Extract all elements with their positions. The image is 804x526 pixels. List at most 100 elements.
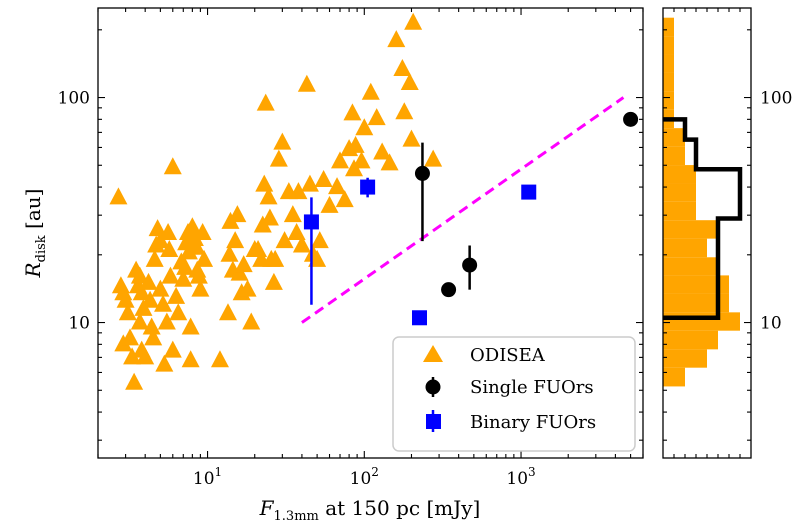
histogram-filled-bars: [663, 17, 740, 387]
main-plot-frame: [97, 7, 644, 459]
legend-square-marker: [426, 414, 441, 429]
odisea-point: [163, 157, 182, 175]
main-axis-ticks: [97, 8, 644, 458]
legend-box: [392, 336, 636, 452]
x-tick-label: 103: [506, 465, 535, 489]
odisea-point: [193, 223, 212, 240]
odisea-point: [283, 205, 302, 223]
histogram-bar: [663, 257, 718, 276]
odisea-point: [142, 317, 161, 335]
odisea-point: [174, 269, 193, 287]
odisea-point: [255, 174, 274, 192]
legend-label-single-fuors: Single FUOrs: [470, 377, 594, 398]
odisea-point: [169, 303, 188, 321]
odisea-point: [292, 235, 311, 253]
histogram-bar: [663, 146, 685, 166]
odisea-point: [387, 30, 406, 48]
odisea-point: [404, 12, 423, 30]
histogram-bar: [663, 330, 718, 350]
x-axis-label: F1.3mm at 150 pc [mJy]: [259, 496, 481, 524]
histogram-bar: [663, 220, 718, 239]
odisea-point: [287, 223, 306, 240]
odisea-point: [328, 177, 347, 195]
histogram-bar: [663, 367, 685, 387]
odisea-point: [380, 153, 399, 171]
x-tick-label: 102: [350, 465, 379, 489]
odisea-point: [256, 93, 275, 111]
odisea-point: [335, 190, 354, 208]
histogram-tick-labels: 10 100: [760, 89, 792, 334]
legend-entry-binary-fuors: Binary FUOrs: [426, 410, 596, 433]
odisea-point: [275, 231, 294, 249]
odisea-point: [402, 129, 421, 147]
odisea-point: [118, 303, 137, 321]
odisea-point: [163, 340, 182, 358]
histogram-bar: [663, 293, 729, 313]
odisea-point: [346, 135, 365, 153]
odisea-point: [157, 312, 176, 330]
legend-triangle-marker: [423, 345, 443, 362]
histogram-bar: [663, 17, 674, 37]
odisea-point: [343, 103, 362, 121]
odisea-point: [352, 151, 371, 169]
odisea-point: [176, 257, 195, 275]
legend-label-odisea: ODISEA: [470, 345, 546, 366]
odisea-point: [300, 174, 319, 192]
odisea-point: [260, 208, 279, 226]
odisea-point: [125, 372, 144, 390]
odisea-point: [132, 283, 151, 301]
binary-fuor-point: [360, 179, 376, 195]
odisea-point: [185, 229, 204, 247]
histogram-bar: [663, 91, 674, 110]
odisea-point: [191, 279, 210, 297]
odisea-point: [242, 312, 261, 330]
odisea-point: [234, 255, 253, 273]
legend-entry-single-fuors: Single FUOrs: [425, 377, 594, 398]
binary-fuor-point: [411, 310, 427, 326]
odisea-point: [145, 249, 164, 267]
odisea-point: [367, 108, 386, 126]
odisea-point: [167, 286, 186, 304]
odisea-point: [161, 266, 180, 284]
histogram-bar: [663, 238, 707, 258]
odisea-point: [424, 149, 443, 167]
odisea-point: [141, 290, 160, 308]
y-tick-label: 10: [68, 314, 90, 334]
odisea-point: [130, 266, 149, 284]
histogram-bar: [663, 128, 685, 147]
odisea-point: [361, 82, 380, 100]
odisea-point: [310, 231, 329, 249]
binary-fuor-point: [303, 214, 319, 230]
legend-circle-marker: [425, 379, 441, 395]
odisea-point: [181, 350, 200, 368]
histogram-bar: [663, 312, 740, 331]
odisea-point: [297, 74, 316, 92]
odisea-point: [120, 328, 139, 346]
binary-fuor-point: [521, 184, 537, 200]
histogram-axis-ticks: [663, 8, 751, 458]
odisea-point: [148, 219, 167, 237]
odisea-point: [210, 350, 229, 368]
odisea-point: [154, 294, 173, 312]
reference-dashed-line: [301, 96, 625, 324]
odisea-point: [136, 347, 155, 365]
odisea-point: [123, 347, 142, 365]
hist-y-tick-label: 100: [760, 89, 792, 109]
odisea-point: [269, 149, 288, 167]
odisea-point: [400, 73, 419, 91]
odisea-point: [218, 303, 237, 321]
main-plot-content: [109, 12, 639, 390]
histogram-bar: [663, 36, 674, 55]
odisea-point: [320, 195, 339, 213]
histogram-outline-step: [663, 117, 743, 321]
odisea-point: [355, 118, 374, 136]
single-fuor-point: [441, 282, 457, 298]
odisea-point: [393, 58, 412, 76]
odisea-point: [160, 240, 179, 258]
odisea-point: [266, 249, 285, 267]
tick-labels: 101 102 103 10 100: [58, 89, 536, 489]
y-tick-label: 100: [58, 89, 90, 109]
y-axis-label: Rdisk [au]: [21, 189, 49, 279]
odisea-point: [139, 272, 158, 290]
